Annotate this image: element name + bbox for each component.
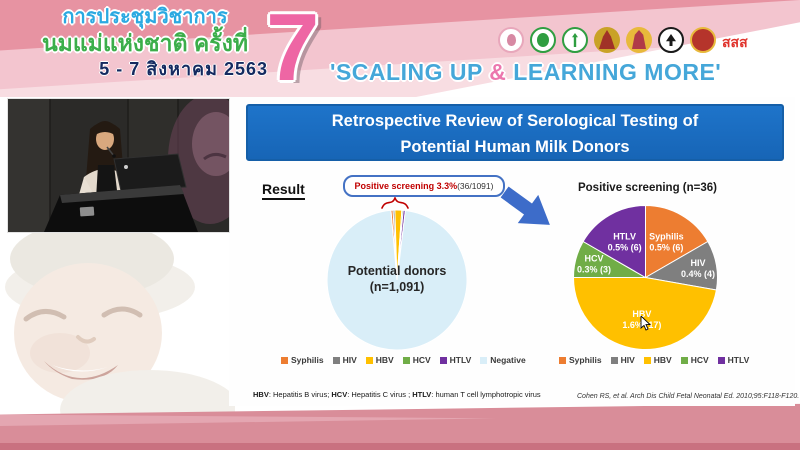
legend-label-hbv: HBV [653, 355, 672, 365]
legend-swatch-htlv [717, 356, 725, 364]
tagline-open: 'SCALING UP [330, 59, 490, 85]
footnote-def-htlv: : human T cell lymphotropic virus [431, 390, 541, 399]
podium [44, 153, 198, 232]
legend-label-htlv: HTLV [727, 355, 750, 365]
right-pie-chart: Syphilis 0.5% (6)HIV 0.4% (4)HBV 1.6% (17)H… [572, 204, 719, 350]
legend-item-syphilis: Syphilis [559, 355, 602, 365]
pie-slice-htlv [582, 204, 646, 279]
legend-swatch-negative [480, 356, 488, 364]
bottom-dark-strip [0, 443, 800, 450]
footnote-def-hbv: : Hepatitis B virus; [268, 390, 332, 399]
royal-emblem-logo-icon [626, 27, 652, 53]
legend-swatch-hbv [365, 356, 373, 364]
legend-item-negative: Negative [480, 355, 526, 365]
slide-title: Retrospective Review of Serological Test… [246, 104, 784, 161]
sponsor-logo-row: สสส [498, 27, 748, 53]
left-pie-legend: Syphilis HIV HBV HCV HTLV Negative [281, 355, 526, 365]
right-pie-legend: Syphilis HIV HBV HCV HTLV [559, 355, 749, 365]
legend-item-hbv: HBV [643, 355, 672, 365]
legend-label-syphilis: Syphilis [291, 355, 324, 365]
legend-item-hcv: HCV [402, 355, 431, 365]
pie-label-hcv: HCV 0.3% (3) [577, 254, 611, 275]
abbreviation-footnote: HBV: Hepatitis B virus; HCV: Hepatitis C… [253, 390, 541, 399]
presenter-video-frame [7, 98, 230, 233]
presenter-video-scene [8, 99, 229, 232]
citation-text: Cohen RS, et al. Arch Dis Child Fetal Ne… [577, 393, 800, 400]
left-pie-center-line2: (n=1,091) [369, 280, 425, 294]
conference-date: 5 - 7 สิงหาคม 2563 [99, 59, 268, 79]
legend-swatch-syphilis [559, 356, 566, 364]
baby-photo-background [0, 225, 235, 425]
tagline-ampersand: & [489, 59, 507, 85]
legend-item-htlv: HTLV [439, 355, 472, 365]
tagline-close: LEARNING MORE' [506, 59, 722, 85]
legend-item-hcv: HCV [680, 355, 709, 365]
pie-slice-hbv [572, 277, 717, 350]
right-pie-title: Positive screening (n=36) [577, 182, 717, 194]
left-pie-chart [326, 209, 468, 351]
mouse-cursor-icon [640, 316, 651, 331]
footnote-abbr-htlv: HTLV [412, 390, 432, 399]
presentation-slide: Retrospective Review of Serological Test… [229, 97, 800, 406]
callout-detail: (36/1091) [457, 181, 494, 191]
legend-item-hbv: HBV [365, 355, 394, 365]
legend-label-hcv: HCV [412, 355, 431, 365]
callout-highlight: Positive screening 3.3% [354, 181, 458, 191]
legend-swatch-hiv [332, 356, 340, 364]
legend-label-syphilis: Syphilis [569, 355, 602, 365]
legend-swatch-hcv [680, 356, 688, 364]
legend-item-htlv: HTLV [717, 355, 750, 365]
conference-tagline: 'SCALING UP & LEARNING MORE' [330, 59, 721, 86]
edition-number: 7 [266, 0, 320, 101]
footnote-abbr-hbv: HBV [253, 390, 269, 399]
positive-screening-callout: Positive screening 3.3% (36/1091) [343, 175, 505, 197]
red-emblem-logo-icon [690, 27, 716, 53]
legend-item-hiv: HIV [332, 355, 357, 365]
green-association-logo-icon [530, 27, 556, 53]
left-pie-center-line1: Potential donors [347, 264, 447, 278]
left-pie-center-label: Potential donors (n=1,091) [327, 263, 467, 295]
pie-label-syphilis: Syphilis 0.5% (6) [649, 231, 684, 252]
breastfeeding-foundation-logo-icon [498, 27, 524, 53]
footnote-abbr-hcv: HCV [331, 390, 348, 399]
legend-label-hiv: HIV [620, 355, 635, 365]
legend-label-negative: Negative [490, 355, 526, 365]
legend-label-hbv: HBV [375, 355, 394, 365]
black-emblem-logo-icon [658, 27, 684, 53]
legend-label-htlv: HTLV [449, 355, 472, 365]
conference-title-block: การประชุมวิชาการ นมแม่แห่งชาติ ครั้งที่ … [22, 5, 268, 80]
pie-slice-negative [326, 209, 468, 351]
pie-slice-syphilis [645, 204, 709, 279]
footnote-def-hcv: : Hepatitis C virus ; [347, 390, 413, 399]
ministry-of-health-logo-icon [562, 27, 588, 53]
callout-bracket-icon [381, 197, 409, 209]
conference-title-line2: นมแม่แห่งชาติ ครั้งที่ [41, 30, 249, 56]
pie-label-hiv: HIV 0.4% (4) [681, 258, 715, 279]
legend-swatch-htlv [439, 356, 447, 364]
conference-title-line1: การประชุมวิชาการ [62, 6, 228, 28]
temple-emblem-logo-icon [594, 27, 620, 53]
legend-swatch-syphilis [281, 356, 288, 364]
pie-label-htlv: HTLV 0.5% (6) [608, 231, 642, 252]
legend-label-hiv: HIV [342, 355, 357, 365]
legend-swatch-hbv [643, 356, 651, 364]
laptop [113, 153, 187, 192]
result-label: Result [262, 181, 305, 200]
legend-item-hiv: HIV [610, 355, 635, 365]
thaihealth-logo-icon: สสส [722, 34, 748, 50]
blue-arrow-icon [500, 186, 550, 225]
legend-label-hcv: HCV [690, 355, 709, 365]
legend-swatch-hcv [402, 356, 410, 364]
legend-item-syphilis: Syphilis [281, 355, 324, 365]
legend-swatch-hiv [610, 356, 618, 364]
